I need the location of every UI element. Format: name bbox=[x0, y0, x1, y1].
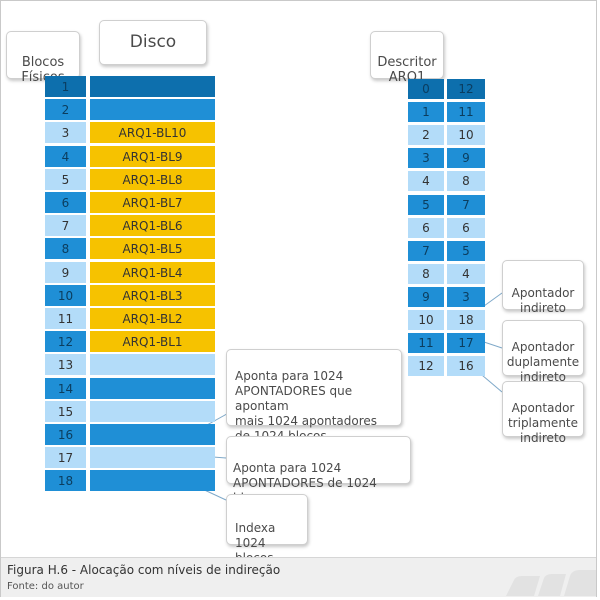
descriptor-index: 4 bbox=[408, 171, 444, 191]
physical-block-number: 15 bbox=[45, 401, 86, 422]
descriptor-block-pointer: 11 bbox=[447, 102, 485, 122]
physical-block-number: 11 bbox=[45, 308, 86, 329]
descriptor-index: 2 bbox=[408, 125, 444, 145]
disk-block bbox=[90, 424, 215, 445]
descriptor-index: 6 bbox=[408, 218, 444, 238]
descriptor-block-pointer: 16 bbox=[447, 356, 485, 376]
physical-block-number: 16 bbox=[45, 424, 86, 445]
descriptor-block-pointer: 8 bbox=[447, 171, 485, 191]
descriptor-block-pointer: 18 bbox=[447, 310, 485, 330]
descriptor-block-pointer: 10 bbox=[447, 125, 485, 145]
disk-block bbox=[90, 447, 215, 468]
physical-blocks-label: Blocos Físicos bbox=[6, 31, 80, 85]
disk-block bbox=[90, 76, 215, 97]
physical-block-number: 14 bbox=[45, 378, 86, 399]
disk-block-data: ARQ1-BL4 bbox=[90, 262, 215, 283]
descriptor-label: Descritor ARQ1 bbox=[370, 31, 444, 85]
descriptor-index: 12 bbox=[408, 356, 444, 376]
descriptor-block-pointer: 3 bbox=[447, 287, 485, 307]
descriptor-index: 11 bbox=[408, 333, 444, 353]
physical-block-number: 1 bbox=[45, 76, 86, 97]
figure-caption: Figura H.6 - Alocação com níveis de indi… bbox=[7, 563, 281, 577]
physical-block-number: 10 bbox=[45, 285, 86, 306]
disk-block bbox=[90, 378, 215, 399]
disk-block bbox=[90, 401, 215, 422]
disk-block-data: ARQ1-BL7 bbox=[90, 192, 215, 213]
descriptor-index: 3 bbox=[408, 148, 444, 168]
disk-block bbox=[90, 354, 215, 375]
descriptor-block-pointer: 4 bbox=[447, 264, 485, 284]
physical-block-number: 7 bbox=[45, 215, 86, 236]
figure-source: Fonte: do autor bbox=[7, 581, 84, 592]
disk-block-data: ARQ1-BL5 bbox=[90, 238, 215, 259]
physical-block-number: 5 bbox=[45, 169, 86, 190]
physical-block-number: 3 bbox=[45, 122, 86, 143]
disk-block bbox=[90, 470, 215, 491]
descriptor-index: 9 bbox=[408, 287, 444, 307]
triple-indirect-pointer-label: Apontador triplamente indireto bbox=[502, 381, 584, 445]
physical-block-number: 4 bbox=[45, 146, 86, 167]
double-indirect-pointer-label: Apontador duplamente indireto bbox=[502, 320, 584, 384]
descriptor-block-pointer: 5 bbox=[447, 241, 485, 261]
double-indirect-note: Aponta para 1024 APONTADORES que apontam… bbox=[226, 349, 402, 443]
descriptor-block-pointer: 12 bbox=[447, 79, 485, 99]
disk-block-data: ARQ1-BL3 bbox=[90, 285, 215, 306]
publisher-logo-icon bbox=[506, 570, 596, 596]
physical-block-number: 9 bbox=[45, 262, 86, 283]
disk-block-data: ARQ1-BL8 bbox=[90, 169, 215, 190]
disk-block-data: ARQ1-BL1 bbox=[90, 331, 215, 352]
physical-block-number: 17 bbox=[45, 447, 86, 468]
connector-double-indirect bbox=[483, 341, 503, 349]
descriptor-block-pointer: 9 bbox=[447, 148, 485, 168]
descriptor-index: 7 bbox=[408, 241, 444, 261]
disk-block bbox=[90, 99, 215, 120]
physical-block-number: 12 bbox=[45, 331, 86, 352]
disk-block-data: ARQ1-BL6 bbox=[90, 215, 215, 236]
physical-block-number: 6 bbox=[45, 192, 86, 213]
descriptor-index: 5 bbox=[408, 195, 444, 215]
disk-title: Disco bbox=[99, 20, 207, 65]
descriptor-index: 10 bbox=[408, 310, 444, 330]
disk-block-data: ARQ1-BL9 bbox=[90, 146, 215, 167]
physical-block-number: 8 bbox=[45, 238, 86, 259]
single-indirect-note: Aponta para 1024 APONTADORES de 1024 blo… bbox=[226, 436, 411, 505]
caption-bar bbox=[1, 557, 596, 597]
physical-block-number: 13 bbox=[45, 354, 86, 375]
index-note: Indexa 1024 blocos bbox=[226, 494, 308, 565]
descriptor-block-pointer: 17 bbox=[447, 333, 485, 353]
disk-block-data: ARQ1-BL10 bbox=[90, 122, 215, 143]
descriptor-index: 0 bbox=[408, 79, 444, 99]
indirect-pointer-label: Apontador indireto bbox=[502, 260, 584, 315]
physical-block-number: 18 bbox=[45, 470, 86, 491]
descriptor-block-pointer: 7 bbox=[447, 195, 485, 215]
descriptor-index: 1 bbox=[408, 102, 444, 122]
disk-block-data: ARQ1-BL2 bbox=[90, 308, 215, 329]
descriptor-block-pointer: 6 bbox=[447, 218, 485, 238]
descriptor-index: 8 bbox=[408, 264, 444, 284]
connector-indirect bbox=[483, 292, 503, 307]
physical-block-number: 2 bbox=[45, 99, 86, 120]
